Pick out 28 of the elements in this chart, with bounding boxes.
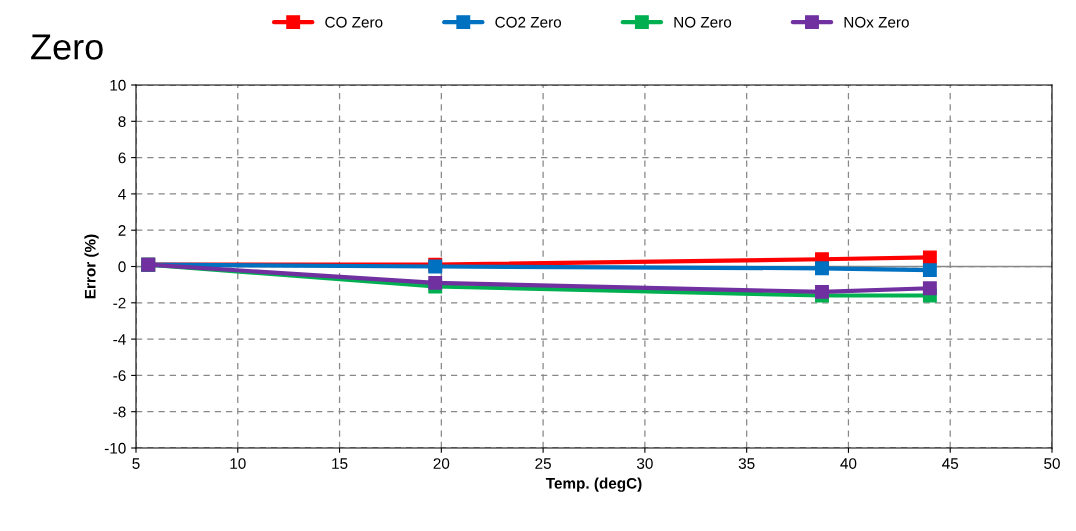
y-tick-label: -2 <box>113 297 126 309</box>
legend-label: NOx Zero <box>844 16 909 28</box>
legend-label: CO Zero <box>325 16 383 28</box>
x-tick-label: 5 <box>132 458 140 469</box>
legend-label: CO2 Zero <box>495 16 562 28</box>
x-tick-label: 10 <box>230 458 246 469</box>
y-tick-label: -10 <box>104 442 126 454</box>
y-tick-label: -8 <box>113 406 126 418</box>
x-tick-label: 50 <box>1044 458 1060 469</box>
x-tick-label: 20 <box>433 458 450 469</box>
y-tick-label: 6 <box>118 152 126 164</box>
y-tick-label: 10 <box>110 79 126 91</box>
x-tick-label: 40 <box>840 458 857 469</box>
x-tick-label: 15 <box>332 458 348 469</box>
y-tick-label: 2 <box>118 225 126 236</box>
x-tick-label: 25 <box>535 458 551 469</box>
chart-title: Zero <box>31 34 103 60</box>
x-axis-title: Temp. (degC) <box>545 477 642 492</box>
x-tick-label: 45 <box>942 458 959 469</box>
y-tick-label: 4 <box>118 188 126 200</box>
x-tick-label: 35 <box>738 458 755 469</box>
y-tick-label: 0 <box>118 261 126 273</box>
y-tick-label: -4 <box>113 334 126 345</box>
y-axis-title: Error (%) <box>84 234 99 299</box>
x-tick-label: 30 <box>636 458 653 469</box>
legend-label: NO Zero <box>674 16 732 28</box>
y-tick-label: -6 <box>113 370 126 382</box>
y-tick-label: 8 <box>118 116 126 127</box>
